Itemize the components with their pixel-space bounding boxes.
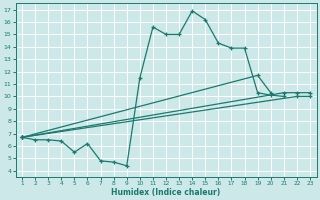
X-axis label: Humidex (Indice chaleur): Humidex (Indice chaleur) (111, 188, 221, 197)
